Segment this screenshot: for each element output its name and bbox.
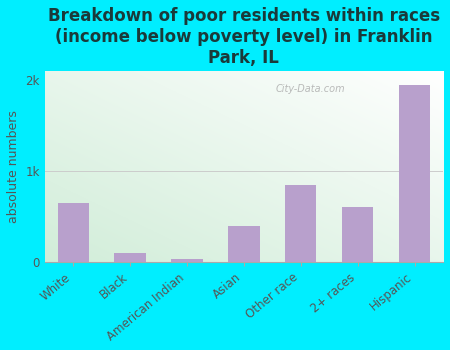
Bar [171,259,202,262]
Bar [285,185,316,262]
Y-axis label: absolute numbers: absolute numbers [7,110,20,223]
Bar [342,208,374,262]
Title: Breakdown of poor residents within races
(income below poverty level) in Frankli: Breakdown of poor residents within races… [48,7,440,66]
Bar [114,253,146,262]
Bar [399,85,430,262]
Bar [228,226,260,262]
Bar [58,203,89,262]
Text: City-Data.com: City-Data.com [276,84,346,94]
